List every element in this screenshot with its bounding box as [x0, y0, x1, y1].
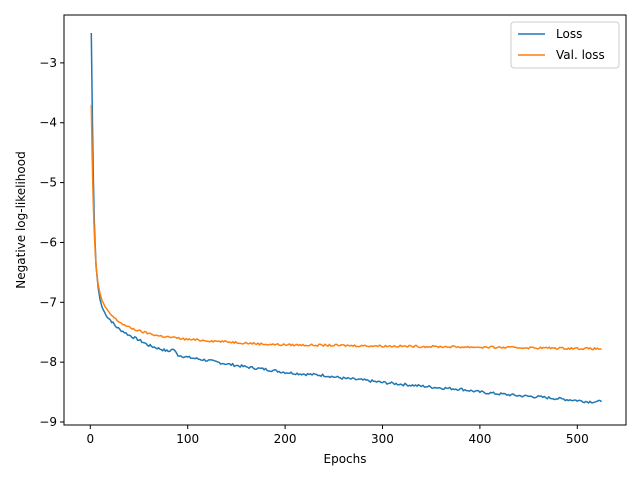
legend-label-val-loss: Val. loss: [556, 48, 605, 62]
y-axis-title: Negative log-likelihood: [14, 151, 28, 288]
x-tick-label: 100: [176, 432, 199, 446]
x-tick-label: 500: [566, 432, 589, 446]
legend-label-loss: Loss: [556, 27, 582, 41]
x-tick-label: 400: [468, 432, 491, 446]
y-tick-label: −8: [39, 355, 57, 369]
x-axis-title: Epochs: [324, 452, 367, 466]
series-line-loss: [90, 32, 603, 404]
y-tick-label: −7: [39, 295, 57, 309]
legend: Loss Val. loss: [510, 21, 620, 69]
series-line-val-loss: [90, 104, 602, 351]
y-tick-label: −5: [39, 176, 57, 190]
x-axis: 0 100 200 300 400 500: [86, 425, 589, 446]
y-tick-label: −9: [39, 415, 57, 429]
y-tick-label: −4: [39, 116, 57, 130]
x-tick-label: 300: [371, 432, 394, 446]
plot-frame: [63, 14, 627, 426]
x-tick-label: 200: [274, 432, 297, 446]
y-tick-label: −3: [39, 56, 57, 70]
plot-lines: [90, 32, 603, 404]
y-tick-label: −6: [39, 235, 57, 249]
y-axis: −9 −8 −7 −6 −5 −4 −3: [39, 56, 64, 429]
x-tick-label: 0: [86, 432, 94, 446]
